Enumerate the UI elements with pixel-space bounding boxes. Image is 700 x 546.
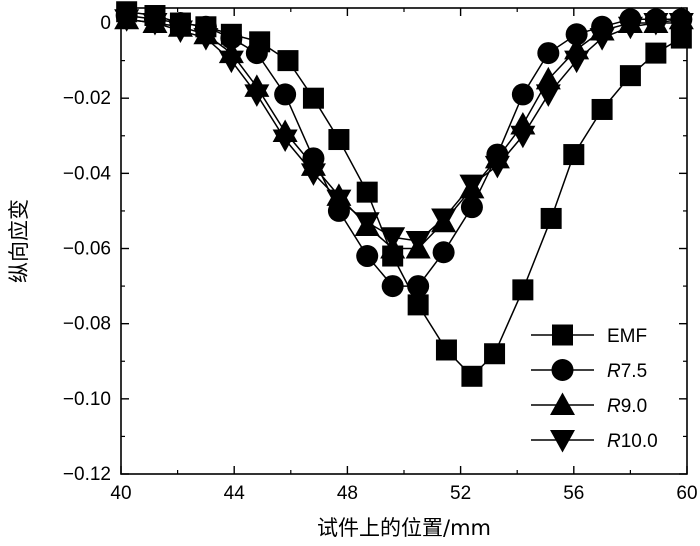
- data-point: [564, 50, 590, 74]
- legend-label: R9.0: [607, 396, 647, 417]
- data-point: [432, 241, 455, 264]
- legend-label-value: EMF: [607, 326, 647, 347]
- data-point: [277, 50, 299, 72]
- legend-entry: R10.0: [531, 430, 658, 453]
- data-point: [512, 279, 534, 301]
- y-tick-label: −0.04: [63, 163, 112, 184]
- data-point: [535, 84, 561, 107]
- series-layer: [114, 1, 694, 387]
- legend-label-value: 9.0: [621, 396, 647, 417]
- data-point: [356, 245, 379, 268]
- data-point: [407, 275, 430, 298]
- data-point: [405, 231, 431, 254]
- data-point: [328, 129, 350, 151]
- data-point: [619, 65, 641, 87]
- data-point: [220, 27, 243, 50]
- data-point: [354, 212, 380, 235]
- data-point: [484, 155, 510, 179]
- data-point: [461, 365, 483, 387]
- legend-label-value: 7.5: [621, 361, 647, 382]
- series-line: [126, 18, 682, 250]
- data-point: [617, 16, 643, 40]
- data-point: [540, 207, 562, 229]
- legend-label-value: 10.0: [621, 431, 658, 452]
- data-point: [272, 129, 298, 153]
- plot-frame: [120, 7, 688, 475]
- data-point: [114, 9, 140, 32]
- legend-entry: R7.5: [531, 359, 647, 382]
- x-tick-label: 44: [224, 483, 246, 504]
- data-point: [589, 28, 615, 51]
- data-point: [407, 294, 429, 316]
- legend-marker: [550, 430, 575, 453]
- data-point: [302, 87, 324, 109]
- data-point: [459, 174, 485, 198]
- series-r7-5: [115, 4, 693, 298]
- series-r9-0: [114, 6, 694, 259]
- data-point: [380, 227, 406, 250]
- y-tick-label: 0: [100, 13, 111, 34]
- data-point: [326, 189, 352, 213]
- x-tick-label: 52: [450, 483, 471, 504]
- legend-label: R10.0: [607, 431, 658, 452]
- y-tick-label: −0.08: [63, 314, 111, 335]
- series-line: [126, 18, 682, 242]
- data-point: [511, 83, 534, 106]
- series-emf: [116, 1, 692, 387]
- data-point: [537, 42, 560, 65]
- legend-label: EMF: [607, 326, 647, 347]
- data-point: [356, 181, 378, 203]
- data-point: [460, 196, 483, 219]
- data-point: [565, 23, 588, 46]
- data-point: [668, 13, 694, 36]
- y-tick-label: −0.12: [63, 464, 111, 485]
- legend-marker: [550, 392, 575, 415]
- data-point: [245, 42, 268, 65]
- x-tick-label: 60: [676, 483, 697, 504]
- data-point: [535, 66, 561, 90]
- data-point: [645, 42, 667, 64]
- data-point: [563, 144, 585, 166]
- series-r10-0: [114, 9, 694, 254]
- data-point: [643, 13, 669, 36]
- series-line: [126, 14, 682, 287]
- legend-label-prefix: R: [607, 361, 621, 382]
- data-point: [142, 13, 168, 36]
- data-point: [193, 28, 219, 51]
- data-point: [591, 98, 613, 120]
- data-point: [300, 163, 326, 186]
- data-point: [274, 83, 297, 106]
- legend-marker: [551, 359, 574, 381]
- data-point: [431, 208, 457, 231]
- y-tick-label: −0.06: [63, 239, 111, 260]
- axes-layer: 40 44 48 52 56 60 0 −0.02 −0.04 −0.06 −0.08 −0.10 −0…: [63, 7, 698, 504]
- legend-label-prefix: R: [607, 431, 621, 452]
- data-point: [670, 27, 692, 49]
- y-tick-label: −0.02: [63, 88, 111, 109]
- legend-label-prefix: R: [607, 396, 621, 417]
- data-point: [244, 84, 270, 107]
- x-tick-label: 56: [563, 483, 584, 504]
- x-tick-label: 48: [337, 483, 358, 504]
- data-point: [218, 50, 244, 74]
- data-point: [381, 275, 404, 298]
- legend-entry: EMF: [531, 324, 647, 347]
- data-point: [167, 20, 193, 44]
- series-line: [126, 11, 682, 378]
- legend-label: R7.5: [607, 361, 647, 382]
- data-point: [435, 339, 457, 361]
- x-tick-label: 40: [110, 483, 131, 504]
- x-axis-title: 试件上的位置/mm: [317, 516, 491, 540]
- legend-entry: R9.0: [531, 392, 647, 417]
- data-point: [510, 125, 536, 149]
- data-point: [484, 343, 506, 365]
- y-tick-label: −0.10: [63, 389, 111, 410]
- y-axis-title: 纵向应变: [7, 199, 31, 283]
- legend-marker: [552, 324, 573, 346]
